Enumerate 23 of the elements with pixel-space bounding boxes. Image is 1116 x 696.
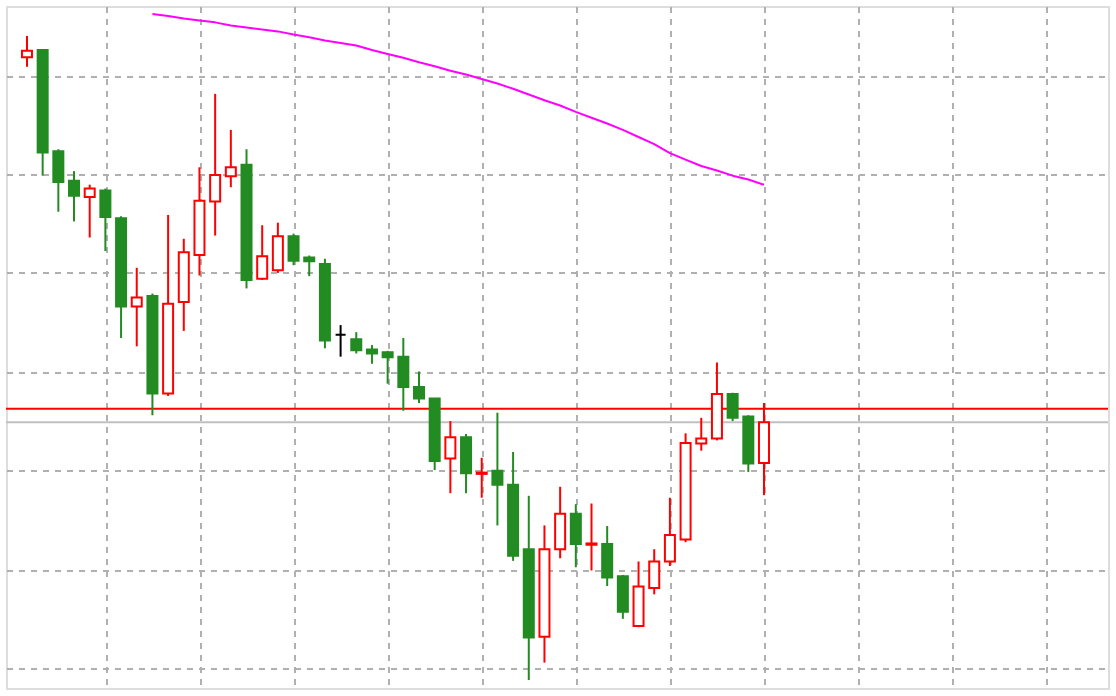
candlestick [99, 187, 112, 253]
candlestick [83, 183, 96, 239]
candlestick [413, 370, 426, 405]
candlestick [365, 344, 378, 365]
candlestick [256, 224, 269, 282]
candlestick [601, 525, 614, 587]
candlestick [130, 266, 143, 348]
candlestick [350, 331, 363, 355]
candlestick [585, 502, 598, 572]
candlestick [491, 411, 504, 527]
candlestick [334, 324, 347, 358]
candlestick [20, 34, 33, 68]
candlestick [271, 221, 284, 274]
candlestick [554, 485, 567, 560]
candlestick [444, 420, 457, 495]
candlestick [68, 170, 81, 223]
candlestick [460, 432, 473, 495]
candlestick [475, 456, 488, 499]
candlestick [209, 92, 222, 237]
candlestick [569, 503, 582, 569]
candlestick [616, 574, 629, 620]
candlestick [663, 496, 676, 567]
candlestick [224, 128, 237, 189]
